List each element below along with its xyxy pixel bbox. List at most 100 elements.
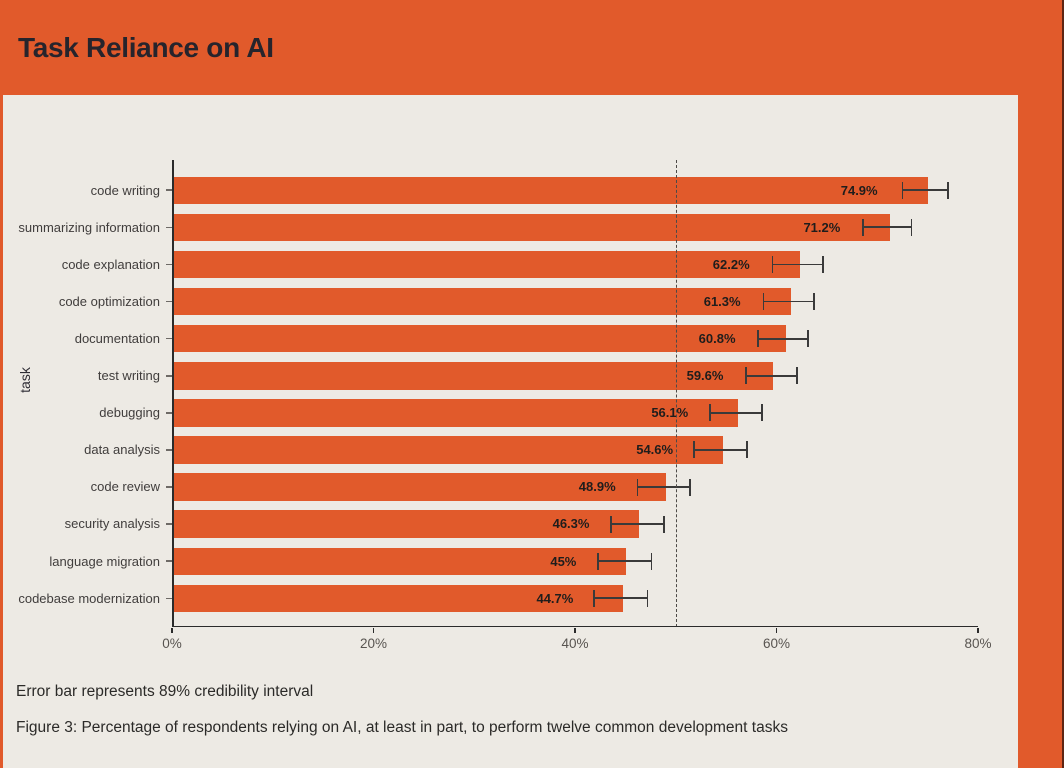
error-bar-cap-high <box>650 552 653 570</box>
task-bar <box>173 324 786 353</box>
error-bar-cap-low <box>771 255 774 273</box>
error-bar-line <box>611 523 664 526</box>
error-bar-cap-high <box>662 515 665 533</box>
y-axis-tick <box>166 597 172 600</box>
x-axis-tick-label: 40% <box>561 636 589 651</box>
task-label: code explanation <box>61 256 160 272</box>
y-axis-tick <box>166 523 172 525</box>
figure-caption: Figure 3: Percentage of respondents rely… <box>16 719 788 736</box>
x-axis-tick <box>171 627 173 633</box>
bar-value-label: 61.3% <box>703 293 741 309</box>
y-axis-tick <box>166 560 172 563</box>
task-bar <box>173 436 724 464</box>
error-bar-cap-low <box>862 218 865 236</box>
error-bar-line <box>763 300 814 303</box>
reference-line-50pct <box>675 160 677 627</box>
bar-value-label: 46.3% <box>552 516 590 532</box>
bar-value-label: 44.7% <box>536 590 574 606</box>
x-axis-tick <box>977 627 979 633</box>
task-bar <box>173 399 739 427</box>
error-bar-cap-high <box>821 255 824 273</box>
error-bar-cap-low <box>593 589 596 607</box>
task-label: documentation <box>74 330 160 346</box>
error-bar-cap-high <box>795 367 798 385</box>
error-bar-cap-high <box>910 218 913 236</box>
y-axis-tick <box>166 412 172 414</box>
bar-value-label: 45% <box>550 553 577 569</box>
y-axis-tick <box>166 263 172 266</box>
task-label: summarizing information <box>18 219 160 235</box>
task-bar <box>173 176 928 204</box>
task-label: code writing <box>90 182 160 198</box>
error-bar-line <box>710 411 763 414</box>
error-bar-line <box>637 486 690 488</box>
bar-value-label: 60.8% <box>698 330 736 346</box>
bar-value-label: 62.2% <box>712 256 750 272</box>
error-bar-cap-low <box>745 367 748 385</box>
x-axis-tick-label: 0% <box>162 636 182 651</box>
error-bar-line <box>902 189 948 192</box>
x-axis-tick <box>372 627 375 633</box>
task-bar <box>173 287 791 316</box>
error-bar-cap-low <box>762 293 765 311</box>
task-bar <box>173 584 624 613</box>
y-axis-tick <box>166 374 172 377</box>
y-axis-line <box>172 160 174 627</box>
error-bar-line <box>746 374 797 377</box>
x-axis-line <box>172 625 978 628</box>
task-label: code optimization <box>58 293 160 309</box>
x-axis-tick-label: 60% <box>762 636 791 651</box>
error-bar-cap-high <box>746 441 749 459</box>
task-label: test writing <box>97 368 160 383</box>
error-bar-line <box>693 449 748 451</box>
bar-value-label: 48.9% <box>578 479 616 495</box>
task-bar <box>173 510 640 538</box>
task-label: security analysis <box>64 516 160 532</box>
error-bar-cap-low <box>757 330 760 348</box>
error-bar-cap-low <box>901 181 904 199</box>
error-bar-note: Error bar represents 89% credibility int… <box>16 683 314 700</box>
y-axis-tick <box>166 226 172 229</box>
y-axis-tick <box>166 449 172 451</box>
report-header: Task Reliance on AI <box>0 0 1064 95</box>
y-axis-tick <box>166 189 172 192</box>
error-bar-cap-low <box>636 478 639 496</box>
y-axis-tick <box>166 337 172 340</box>
page-right-edge <box>1062 0 1064 768</box>
error-bar-cap-high <box>761 404 764 422</box>
x-axis-tick <box>574 627 576 633</box>
x-axis-tick-label: 80% <box>964 636 992 651</box>
error-bar-line <box>772 263 823 266</box>
task-bar <box>173 473 666 501</box>
error-bar-cap-high <box>646 589 649 607</box>
error-bar-line <box>598 560 652 563</box>
task-bar <box>173 362 774 390</box>
bar-value-label: 59.6% <box>686 368 724 383</box>
task-label: code review <box>90 479 160 495</box>
page-title: Task Reliance on AI <box>18 31 274 63</box>
error-bar-cap-high <box>688 478 691 496</box>
error-bar-cap-low <box>692 441 695 459</box>
task-bar <box>173 213 891 242</box>
task-bar <box>173 547 627 575</box>
error-bar-cap-high <box>806 330 809 348</box>
task-label: debugging <box>99 405 160 421</box>
y-axis-tick <box>166 486 172 488</box>
error-bar-line <box>863 226 912 229</box>
error-bar-line <box>594 597 648 600</box>
task-label: data analysis <box>84 442 160 458</box>
bar-value-label: 71.2% <box>803 219 841 235</box>
error-bar-line <box>758 337 808 340</box>
error-bar-cap-high <box>946 181 949 199</box>
task-label: language migration <box>49 553 160 569</box>
error-bar-cap-high <box>812 293 815 311</box>
plot-area: code writing 74.9% summarizing information… <box>18 160 992 651</box>
error-bar-cap-low <box>709 404 711 422</box>
bar-value-label: 54.6% <box>636 442 674 458</box>
task-label: codebase modernization <box>18 590 160 606</box>
x-axis-tick <box>775 627 778 633</box>
chart-panel: task code writing 74.9% summarizing inform… <box>3 95 1018 768</box>
task-bar <box>173 250 800 279</box>
x-axis-tick-label: 20% <box>359 636 388 651</box>
bar-value-label: 74.9% <box>840 182 878 198</box>
